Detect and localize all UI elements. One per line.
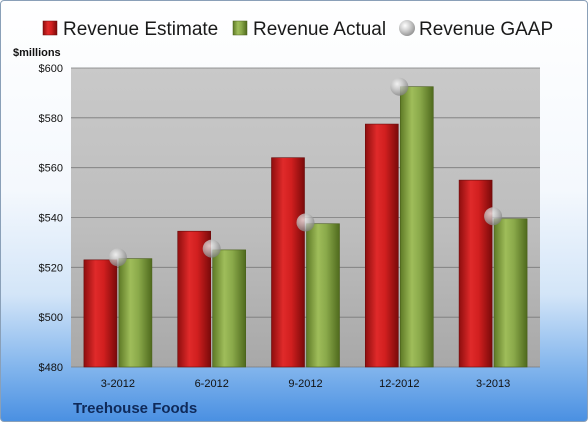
marker-revenue-gaap	[108, 248, 127, 267]
x-tick-label: 12-2012	[379, 378, 419, 390]
bar-revenue-actual	[399, 86, 434, 368]
marker-revenue-gaap	[484, 207, 503, 226]
legend: Revenue Estimate Revenue Actual Revenue …	[42, 19, 553, 40]
legend-label-revenue-estimate: Revenue Estimate	[63, 19, 218, 40]
y-tick-label: $540	[39, 213, 63, 225]
y-tick-label: $560	[39, 163, 63, 175]
company-label: Treehouse Foods	[73, 400, 197, 417]
marker-layer	[108, 77, 503, 267]
marker-revenue-gaap	[390, 77, 409, 96]
bar-revenue-estimate	[364, 123, 399, 368]
y-tick-label: $520	[39, 262, 63, 274]
legend-marker-revenue-gaap	[399, 20, 415, 36]
marker-revenue-gaap	[202, 239, 221, 258]
bar-revenue-estimate	[271, 157, 305, 368]
tick-layer: $480 $500 $520 $540 $560 $580 $600 3-2012 6-2012…	[39, 63, 511, 390]
bar-revenue-estimate	[458, 179, 493, 368]
legend-label-revenue-actual: Revenue Actual	[253, 19, 386, 40]
y-tick-label: $600	[39, 63, 63, 75]
marker-revenue-gaap	[296, 213, 315, 232]
bar-revenue-actual	[212, 249, 246, 368]
x-tick-label: 3-2013	[476, 378, 510, 390]
x-tick-label: 6-2012	[195, 378, 229, 390]
legend-swatch-revenue-actual	[232, 20, 248, 36]
y-tick-label: $500	[39, 312, 63, 324]
y-tick-label: $580	[39, 113, 63, 125]
x-tick-label: 9-2012	[288, 378, 322, 390]
legend-label-revenue-gaap: Revenue GAAP	[419, 19, 553, 40]
bar-revenue-estimate	[83, 259, 118, 368]
bar-revenue-actual	[306, 223, 340, 368]
x-tick-label: 3-2012	[101, 378, 135, 390]
bar-revenue-actual	[118, 258, 153, 368]
y-unit-label: $millions	[13, 47, 61, 59]
bar-revenue-actual	[493, 218, 528, 368]
legend-swatch-revenue-estimate	[42, 20, 58, 36]
y-tick-label: $480	[39, 362, 63, 374]
